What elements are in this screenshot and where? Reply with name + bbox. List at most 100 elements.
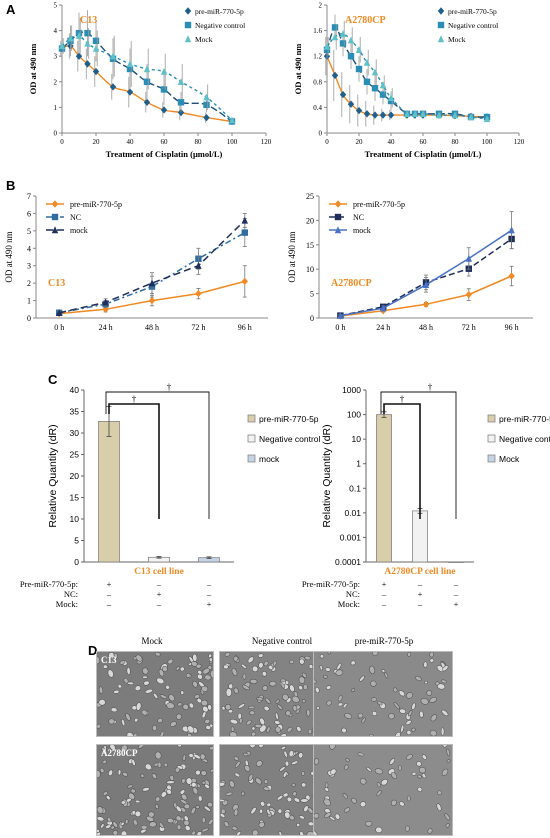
a1-xtick-label: 20 — [93, 138, 101, 146]
cell — [166, 702, 175, 709]
cells-c13-mock — [97, 652, 213, 736]
cell — [314, 758, 319, 765]
cell — [389, 758, 396, 765]
cell — [157, 718, 163, 724]
cell — [106, 795, 111, 801]
cell — [247, 705, 256, 709]
b1-data-point — [195, 262, 202, 269]
cell — [198, 795, 203, 802]
cell — [233, 687, 239, 694]
cell — [195, 805, 200, 809]
cell — [306, 708, 311, 717]
cell — [185, 673, 191, 678]
cell — [182, 754, 186, 762]
cell — [299, 831, 304, 835]
cell — [398, 765, 402, 771]
cell — [152, 725, 158, 731]
cell — [160, 791, 167, 798]
c1-ytick-label: 35 — [70, 407, 80, 417]
cell — [296, 823, 301, 827]
cell — [406, 730, 412, 735]
cell — [166, 789, 172, 795]
a2-xtick-label: 0 — [325, 138, 329, 146]
cell — [266, 808, 271, 815]
cell — [298, 685, 303, 691]
cell — [194, 694, 200, 699]
cell — [301, 771, 305, 776]
cell — [181, 778, 186, 784]
cell — [101, 747, 105, 752]
a1-xtick-label: 80 — [195, 138, 203, 146]
cell — [256, 697, 264, 701]
cell — [411, 727, 416, 732]
b2-xtick-label: 48 h — [419, 323, 433, 332]
cell — [175, 666, 180, 671]
a2-data-point — [451, 111, 459, 119]
a2-data-point — [363, 110, 371, 118]
b2-xtick-label: 24 h — [376, 323, 390, 332]
cell — [411, 702, 416, 710]
cell — [97, 770, 101, 778]
cell — [326, 700, 332, 706]
cell — [390, 772, 398, 780]
cell — [241, 684, 250, 691]
cell — [344, 764, 349, 770]
cell — [258, 745, 264, 748]
micro-col-mock: Mock — [142, 636, 163, 646]
cell — [97, 816, 105, 822]
cell — [274, 720, 281, 725]
cell — [102, 759, 107, 764]
micro-col-negative-control: Negative control — [252, 636, 313, 646]
cell — [293, 797, 301, 803]
cell — [369, 665, 375, 674]
c2-bar — [376, 414, 392, 563]
cell — [97, 656, 100, 665]
cell — [102, 791, 108, 796]
cell — [208, 746, 213, 751]
cell — [176, 824, 182, 830]
c2-ytick-label: 0.001 — [340, 532, 362, 542]
c1-ytick-label: 25 — [70, 450, 80, 460]
b1-data-point — [56, 309, 63, 316]
cell — [174, 767, 180, 773]
cell — [225, 688, 232, 697]
c1-ytick-label: 5 — [74, 536, 79, 546]
cell — [336, 663, 342, 671]
c1-condition-mark: + — [157, 589, 162, 599]
cell — [370, 680, 377, 687]
cell — [257, 653, 264, 658]
cell — [376, 782, 381, 788]
cell — [437, 683, 446, 690]
cell — [420, 698, 429, 705]
c2-condition-mark: – — [453, 579, 459, 589]
cell — [201, 817, 206, 824]
a2-xlabel: Treatment of Cisplatin (μmol/L) — [365, 149, 482, 159]
cell — [190, 807, 196, 815]
panel-letter-b: B — [6, 178, 15, 193]
cell — [319, 664, 323, 671]
cell — [286, 726, 293, 733]
cell — [197, 673, 203, 680]
cell — [376, 790, 382, 797]
cell — [157, 761, 162, 768]
cell — [201, 780, 206, 785]
cell — [394, 731, 401, 736]
cell — [180, 690, 185, 695]
b1-legend-label: pre-miR-770-5p — [70, 200, 122, 209]
chart-c-c13: 0 5 10 15 20 25 30 35 40 Relative Quantity (dR) † †… — [20, 382, 321, 609]
cell — [277, 808, 283, 814]
cell — [121, 719, 126, 727]
a1-legend-marker — [184, 21, 192, 29]
cell — [400, 724, 404, 733]
c1-significance-bracket — [108, 403, 160, 519]
cell — [341, 727, 347, 734]
cell — [440, 727, 445, 736]
cell — [418, 766, 426, 774]
c1-bar — [98, 421, 120, 563]
c2-condition-label: NC: — [346, 589, 360, 599]
cell — [120, 821, 125, 826]
cell — [371, 711, 378, 716]
cell — [201, 685, 209, 692]
a1-xtick-label: 100 — [227, 138, 238, 146]
cell — [183, 815, 189, 822]
